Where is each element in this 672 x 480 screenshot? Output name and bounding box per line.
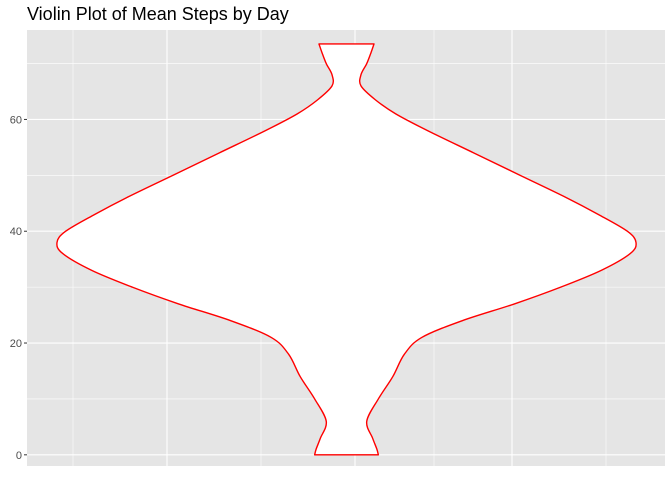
y-tick-label: 60 bbox=[10, 114, 22, 126]
y-tick-label: 0 bbox=[16, 450, 22, 462]
chart-title: Violin Plot of Mean Steps by Day bbox=[27, 4, 289, 24]
y-tick-label: 40 bbox=[10, 226, 22, 238]
y-axis: 0 20 40 60 bbox=[10, 114, 27, 462]
y-tick-label: 20 bbox=[10, 338, 22, 350]
violin-shape bbox=[56, 43, 637, 456]
violin-layer bbox=[56, 43, 637, 456]
